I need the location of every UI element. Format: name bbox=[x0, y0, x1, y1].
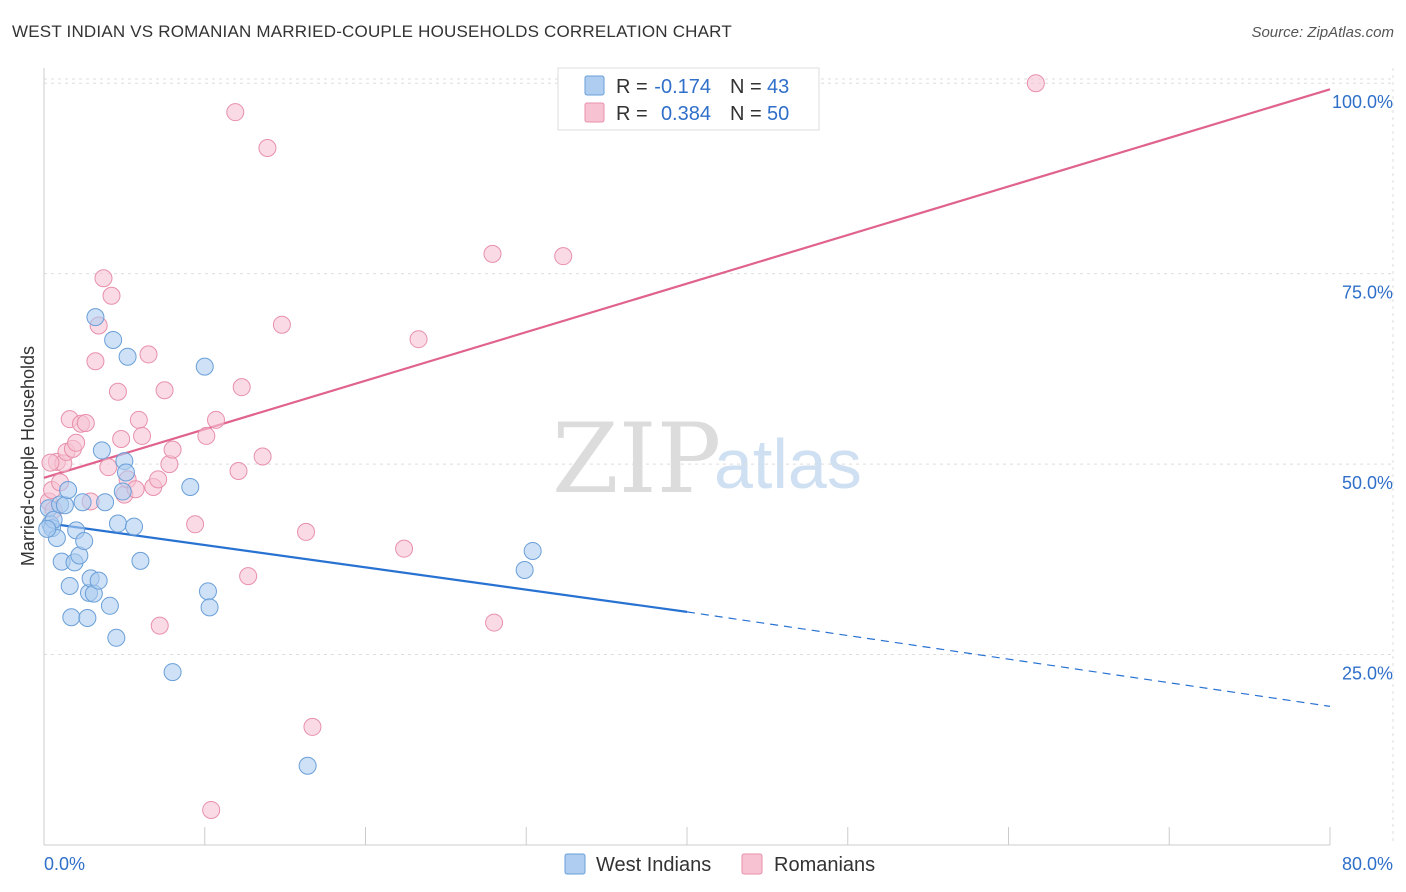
stats-legend: R = -0.174 N = 43 R = 0.384 N = 50 bbox=[557, 67, 820, 131]
point-romanians-29 bbox=[155, 381, 174, 400]
y-tick-labels: 25.0% 50.0% 75.0% 100.0% bbox=[1332, 92, 1393, 683]
legend-swatch-romanians bbox=[741, 853, 763, 875]
point-west-indians-40 bbox=[515, 561, 534, 580]
point-west-indians-30 bbox=[116, 463, 135, 482]
stats-n-label-0: N = bbox=[730, 76, 762, 98]
watermark-zip: ZIP bbox=[552, 403, 721, 515]
point-west-indians-27 bbox=[108, 514, 127, 533]
y-tick-label-75: 75.0% bbox=[1342, 283, 1393, 303]
point-west-indians-15 bbox=[75, 532, 94, 551]
point-west-indians-38 bbox=[200, 598, 219, 617]
stats-r-label-1: R = bbox=[616, 103, 648, 125]
point-west-indians-23 bbox=[96, 493, 115, 512]
point-west-indians-22 bbox=[92, 441, 111, 460]
y-tick-label-25: 25.0% bbox=[1342, 664, 1393, 684]
point-romanians-16 bbox=[99, 458, 118, 477]
point-west-indians-24 bbox=[100, 596, 119, 615]
point-romanians-32 bbox=[186, 515, 205, 534]
point-romanians-17 bbox=[102, 286, 121, 305]
point-romanians-49 bbox=[554, 247, 573, 266]
stats-n-label-1: N = bbox=[730, 103, 762, 125]
stats-n-value-1: 50 bbox=[767, 103, 789, 125]
point-west-indians-14 bbox=[73, 493, 92, 512]
point-romanians-18 bbox=[108, 382, 127, 401]
point-west-indians-20 bbox=[86, 308, 105, 327]
point-romanians-28 bbox=[150, 616, 169, 635]
point-romanians-43 bbox=[297, 522, 316, 541]
point-romanians-41 bbox=[258, 138, 277, 157]
point-romanians-11 bbox=[76, 413, 95, 432]
chart-title: WEST INDIAN VS ROMANIAN MARRIED-COUPLE H… bbox=[12, 22, 732, 41]
point-romanians-31 bbox=[163, 440, 182, 459]
trend-line-west-indians-extrapolated bbox=[686, 611, 1331, 707]
stats-r-value-1: 0.384 bbox=[661, 103, 711, 125]
point-west-indians-9 bbox=[60, 577, 79, 595]
stats-r-value-0: -0.174 bbox=[654, 76, 711, 98]
point-west-indians-8 bbox=[59, 481, 78, 500]
point-west-indians-36 bbox=[195, 357, 214, 376]
bottom-legend: West Indians Romanians bbox=[564, 853, 875, 876]
point-west-indians-10 bbox=[62, 608, 81, 627]
point-romanians-27 bbox=[149, 470, 168, 489]
point-romanians-34 bbox=[202, 800, 221, 819]
point-romanians-38 bbox=[232, 378, 251, 397]
point-romanians-25 bbox=[139, 345, 158, 364]
legend-label-romanians: Romanians bbox=[774, 854, 875, 876]
point-west-indians-33 bbox=[131, 551, 150, 570]
source-label: Source: ZipAtlas.com bbox=[1251, 24, 1394, 41]
point-romanians-45 bbox=[395, 539, 414, 558]
y-axis-label: Married-couple Households bbox=[18, 346, 38, 566]
point-romanians-40 bbox=[253, 447, 272, 466]
y-tick-label-50: 50.0% bbox=[1342, 473, 1393, 493]
point-romanians-23 bbox=[129, 410, 148, 429]
stats-n-value-0: 43 bbox=[767, 76, 789, 98]
point-romanians-39 bbox=[239, 567, 258, 586]
legend-label-west-indians: West Indians bbox=[596, 854, 711, 876]
point-romanians-46 bbox=[409, 330, 428, 349]
point-west-indians-34 bbox=[163, 663, 182, 682]
point-west-indians-39 bbox=[298, 756, 317, 775]
point-west-indians-35 bbox=[181, 477, 200, 496]
point-romanians-9 bbox=[67, 433, 86, 452]
point-romanians-47 bbox=[483, 244, 502, 263]
point-romanians-24 bbox=[133, 426, 152, 445]
point-west-indians-16 bbox=[78, 608, 97, 627]
point-romanians-37 bbox=[229, 461, 248, 480]
point-romanians-36 bbox=[226, 103, 245, 122]
point-romanians-44 bbox=[303, 717, 322, 736]
point-west-indians-41 bbox=[523, 541, 542, 560]
data-points bbox=[38, 74, 1045, 819]
point-west-indians-28 bbox=[113, 482, 132, 501]
stats-legend-swatch-romanians bbox=[584, 102, 605, 123]
x-ticks bbox=[43, 827, 1331, 845]
point-romanians-19 bbox=[112, 429, 131, 448]
point-west-indians-26 bbox=[107, 628, 126, 647]
point-romanians-13 bbox=[86, 352, 105, 371]
point-romanians-50 bbox=[1026, 74, 1045, 93]
point-west-indians-25 bbox=[104, 330, 123, 349]
point-romanians-51 bbox=[41, 453, 60, 472]
point-west-indians-31 bbox=[118, 347, 137, 366]
point-west-indians-21 bbox=[89, 571, 108, 590]
point-romanians-35 bbox=[207, 410, 226, 429]
point-west-indians-42 bbox=[38, 519, 57, 538]
point-west-indians-7 bbox=[55, 496, 74, 515]
point-west-indians-32 bbox=[125, 517, 144, 536]
x-tick-label-max: 80.0% bbox=[1342, 854, 1393, 874]
point-romanians-42 bbox=[272, 315, 291, 334]
stats-legend-swatch-west-indians bbox=[584, 75, 605, 96]
stats-r-label-0: R = bbox=[616, 76, 648, 98]
legend-swatch-west-indians bbox=[564, 853, 586, 875]
trend-line-west-indians bbox=[43, 521, 688, 613]
trend-lines bbox=[43, 88, 1331, 707]
point-romanians-15 bbox=[94, 269, 113, 288]
point-romanians-33 bbox=[197, 426, 216, 445]
point-romanians-48 bbox=[485, 613, 504, 632]
x-tick-label-min: 0.0% bbox=[44, 854, 85, 874]
trend-line-romanians bbox=[43, 88, 1331, 479]
point-west-indians-37 bbox=[198, 582, 217, 601]
y-tick-label-100: 100.0% bbox=[1332, 92, 1393, 112]
